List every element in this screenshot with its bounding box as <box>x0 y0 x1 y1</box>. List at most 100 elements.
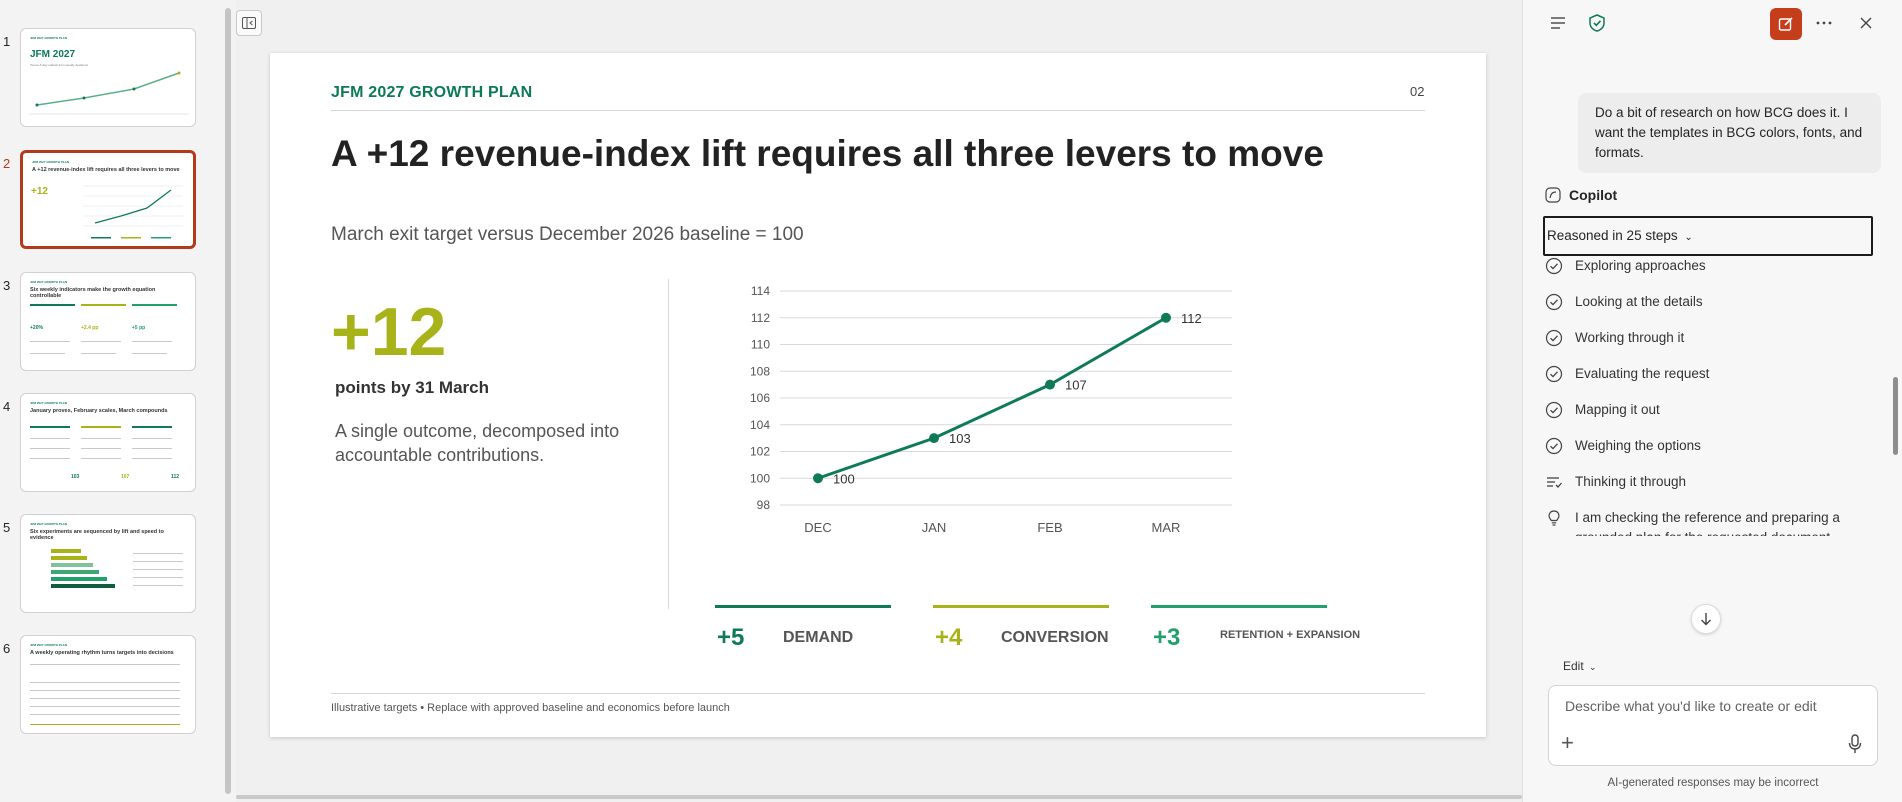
slide-headline[interactable]: A +12 revenue-index lift requires all th… <box>331 133 1324 174</box>
thumbnail-slide-5[interactable]: 5 JFM 2027 GROWTH PLAN Six experiments a… <box>0 514 232 614</box>
slide-kicker: JFM 2027 GROWTH PLAN <box>331 84 533 101</box>
thumbnail-number: 6 <box>3 641 11 656</box>
add-attachment-icon[interactable]: + <box>1561 730 1574 755</box>
more-options-icon[interactable] <box>1813 12 1835 34</box>
shield-check-icon[interactable] <box>1586 12 1608 34</box>
data-point <box>929 433 939 444</box>
new-chat-button[interactable] <box>1770 8 1802 40</box>
user-message: Do a bit of research on how BCG does it.… <box>1578 93 1881 173</box>
close-icon[interactable] <box>1855 12 1877 34</box>
ai-disclaimer: AI-generated responses may be incorrect <box>1607 777 1819 789</box>
data-label: 112 <box>1181 311 1202 326</box>
thumbnail-kicker: JFM 2027 GROWTH PLAN <box>30 522 68 526</box>
thumbnail-kicker: JFM 2027 GROWTH PLAN <box>32 160 70 164</box>
thumbnail-kpi: +12 <box>31 186 48 197</box>
chat-history-icon[interactable] <box>1547 12 1569 34</box>
thumbnail-title: January proves, February scales, March c… <box>30 408 168 414</box>
reasoning-step: Working through it <box>1545 328 1875 348</box>
thumbnail-rule <box>81 426 121 428</box>
tasks-icon <box>1547 477 1562 488</box>
copilot-scrollbar[interactable] <box>1893 377 1898 455</box>
check-circle-icon <box>1545 401 1563 419</box>
check-circle-icon <box>1545 293 1563 311</box>
thumbnail-preview[interactable]: JFM 2027 GROWTH PLAN January proves, Feb… <box>20 393 196 492</box>
kpi-caption[interactable]: points by 31 March <box>335 378 489 397</box>
thumbnail-line-chart <box>83 185 183 239</box>
lever-value: +5 <box>717 624 745 651</box>
thumbnail-stat: 112 <box>171 474 180 480</box>
lever-value: +3 <box>1153 624 1181 651</box>
reasoning-step: I am checking the reference and preparin… <box>1545 508 1875 536</box>
lever-bar <box>1151 605 1327 608</box>
scroll-to-bottom-button[interactable] <box>1691 604 1721 634</box>
x-tick-label: DEC <box>804 520 831 535</box>
thumbnail-title: JFM 2027 <box>30 49 76 60</box>
thumbnail-number: 5 <box>3 520 11 535</box>
reasoning-step-text: I am checking the reference and preparin… <box>1575 510 1840 536</box>
thumbnail-preview[interactable]: JFM 2027 GROWTH PLAN Six experiments are… <box>20 514 196 613</box>
reasoning-step-text: Exploring approaches <box>1575 258 1706 273</box>
reasoning-step: Exploring approaches <box>1545 256 1875 276</box>
slide-subhead[interactable]: March exit target versus December 2026 b… <box>331 224 804 245</box>
slide-canvas[interactable]: JFM 2027 GROWTH PLAN 02 A +12 revenue-in… <box>270 53 1486 737</box>
thumbnail-slide-1[interactable]: 1 JFM 2027 GROWTH PLAN JFM 2027 Two-to-6… <box>0 28 232 128</box>
thumbnail-slide-2[interactable]: 2 JFM 2027 GROWTH PLAN A +12 revenue-ind… <box>0 150 232 250</box>
thumbnail-rule <box>81 304 126 306</box>
microphone-icon[interactable] <box>1845 732 1865 756</box>
thumbnail-slide-3[interactable]: 3 JFM 2027 GROWTH PLAN Six weekly indica… <box>0 272 232 372</box>
lever-value: +4 <box>935 624 963 651</box>
thumbnail-number: 2 <box>3 156 11 171</box>
reasoning-step: Mapping it out <box>1545 400 1875 420</box>
y-tick-label: 102 <box>750 445 770 459</box>
collapse-panel-button[interactable] <box>236 10 262 36</box>
thumbnail-preview[interactable]: JFM 2027 GROWTH PLAN A +12 revenue-index… <box>20 150 196 249</box>
slide-page-number: 02 <box>1410 84 1425 99</box>
prompt-input[interactable]: Describe what you'd like to create or ed… <box>1565 698 1817 714</box>
canvas-horizontal-scrollbar[interactable] <box>236 795 1522 799</box>
prompt-composer[interactable]: Describe what you'd like to create or ed… <box>1548 685 1878 766</box>
arrow-down-icon <box>1701 613 1711 626</box>
revenue-index-line-chart[interactable]: 98 100 102 104 106 108 110 112 114 DEC JAN FEB MAR 10… <box>700 271 1650 631</box>
copilot-header: Copilot <box>1545 187 1617 203</box>
check-circle-icon <box>1545 437 1563 455</box>
chevron-down-icon: ⌄ <box>1589 662 1597 672</box>
reasoning-step-text: Weighing the options <box>1575 438 1701 453</box>
thumbnail-kicker: JFM 2027 GROWTH PLAN <box>30 401 68 405</box>
reasoning-step: Thinking it through <box>1545 472 1875 492</box>
thumbnail-number: 4 <box>3 399 11 414</box>
copilot-name: Copilot <box>1569 187 1618 203</box>
mode-selector[interactable]: Edit ⌄ <box>1563 659 1597 673</box>
thumbnail-rule <box>30 426 70 428</box>
kpi-description[interactable]: A single outcome, decomposed into accoun… <box>335 421 620 465</box>
lever-label: CONVERSION <box>1001 629 1109 646</box>
thumbnail-stat: +5 pp <box>132 325 146 331</box>
thumbnail-preview[interactable]: JFM 2027 GROWTH PLAN A weekly operating … <box>20 635 196 734</box>
x-tick-label: JAN <box>922 520 947 535</box>
kpi-value[interactable]: +12 <box>331 294 447 370</box>
reasoning-step-text: Working through it <box>1575 330 1685 345</box>
thumbnail-slide-4[interactable]: 4 JFM 2027 GROWTH PLAN January proves, F… <box>0 393 232 493</box>
thumbnail-preview[interactable]: JFM 2027 GROWTH PLAN Six weekly indicato… <box>20 272 196 371</box>
thumbnail-title: A +12 revenue-index lift requires all th… <box>32 167 180 173</box>
thumbnail-subtitle: Two-to-6 day outlook from weekly decisio… <box>30 63 89 67</box>
reasoning-step-text: Mapping it out <box>1575 402 1660 417</box>
reasoning-step: Looking at the details <box>1545 292 1875 312</box>
copilot-pane: Do a bit of research on how BCG does it.… <box>1522 0 1902 802</box>
top-divider <box>331 110 1425 111</box>
slide-footnote[interactable]: Illustrative targets • Replace with appr… <box>331 702 730 714</box>
panel-collapse-icon <box>242 17 256 29</box>
reasoning-toggle[interactable]: Reasoned in 25 steps ⌄ <box>1543 216 1873 256</box>
thumbnail-scrollbar[interactable] <box>225 8 231 794</box>
lever-label: DEMAND <box>783 629 854 646</box>
thumbnail-slide-6[interactable]: 6 JFM 2027 GROWTH PLAN A weekly operatin… <box>0 635 232 735</box>
thumbnail-line-chart <box>29 71 189 115</box>
y-tick-label: 104 <box>750 418 770 432</box>
thumbnail-preview[interactable]: JFM 2027 GROWTH PLAN JFM 2027 Two-to-6 d… <box>20 28 196 127</box>
thumbnail-rule <box>30 304 75 306</box>
thumbnail-rule <box>30 724 180 725</box>
y-tick-label: 108 <box>750 364 770 378</box>
reasoning-step-text: Thinking it through <box>1575 474 1687 489</box>
y-tick-label: 98 <box>757 498 771 512</box>
thumbnail-stat: +20% <box>30 325 43 331</box>
y-tick-label: 110 <box>751 338 770 352</box>
